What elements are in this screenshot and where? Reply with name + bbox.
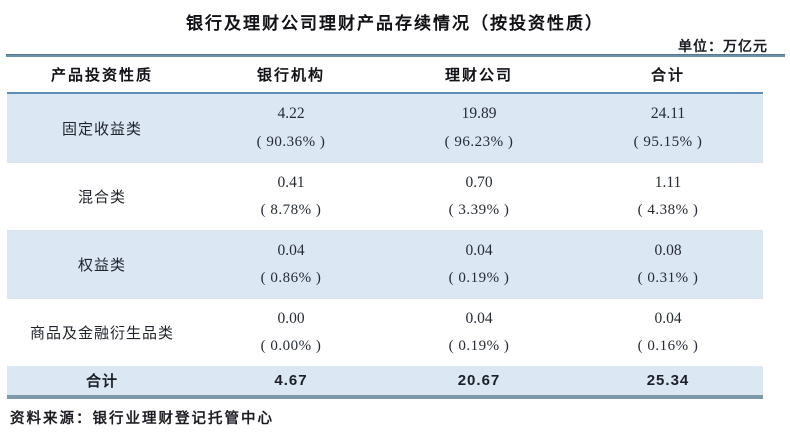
cell-total: 0.08 ( 0.31% ): [573, 231, 763, 298]
cell-value: 0.04: [465, 309, 493, 327]
header-bank-institutions: 银行机构: [256, 67, 325, 84]
cell-wmc: 0.04 ( 0.19% ): [385, 231, 573, 298]
cell-percent: ( 0.86% ): [260, 270, 322, 287]
cell-percent: ( 90.36% ): [256, 134, 326, 150]
cell-percent: ( 8.78% ): [260, 202, 322, 219]
cell-value: 4.22: [277, 105, 305, 122]
cell-percent: ( 0.19% ): [448, 338, 510, 355]
row-category: 权益类: [77, 258, 126, 274]
cell-percent: ( 3.39% ): [448, 202, 510, 219]
table-row-equity: 权益类 0.04 ( 0.86% ) 0.04 ( 0.19% ) 0.08 (…: [7, 230, 763, 298]
source-note: 资料来源：银行业理财登记托管中心: [10, 411, 274, 427]
table-row-commodity-derivatives: 商品及金融衍生品类 0.00 ( 0.00% ) 0.04 ( 0.19% ) …: [7, 298, 763, 366]
cell-bank: 0.00 ( 0.00% ): [197, 299, 385, 366]
cell-value: 24.11: [650, 105, 686, 122]
cell-value: 0.41: [277, 173, 305, 191]
cell-percent: ( 0.00% ): [260, 338, 322, 355]
cell-value: 0.08: [654, 241, 682, 259]
row-category: 固定收益类: [61, 121, 142, 138]
cell-bank: 4.22 ( 90.36% ): [197, 94, 385, 162]
cell-bank: 0.41 ( 8.78% ): [197, 163, 385, 230]
cell-total: 0.04 ( 0.16% ): [573, 299, 763, 366]
cell-wmc: 0.70 ( 3.39% ): [385, 163, 573, 230]
cell-percent: ( 4.38% ): [637, 202, 699, 219]
cell-wmc: 19.89 ( 96.23% ): [385, 94, 573, 162]
cell-value: 0.04: [277, 241, 305, 259]
table-row-mixed: 混合类 0.41 ( 8.78% ) 0.70 ( 3.39% ) 1.11 (…: [7, 162, 763, 230]
cell-percent: ( 0.16% ): [637, 338, 699, 355]
total-wmc: 20.67: [457, 372, 501, 389]
header-total: 合计: [650, 67, 685, 84]
header-wealth-companies: 理财公司: [444, 67, 513, 84]
cell-value: 0.70: [465, 173, 493, 191]
unit-label: 单位：万亿元: [678, 38, 768, 54]
cell-wmc: 0.04 ( 0.19% ): [385, 299, 573, 366]
data-table: 产品投资性质 银行机构 理财公司 合计 固定收益类 4.22 ( 90.36% …: [7, 57, 763, 399]
figure-title: 银行及理财公司理财产品存续情况（按投资性质）: [186, 14, 604, 33]
cell-value: 0.04: [654, 309, 682, 327]
cell-value: 19.89: [461, 105, 497, 122]
cell-value: 1.11: [654, 173, 682, 191]
cell-total: 24.11 ( 95.15% ): [573, 94, 763, 162]
total-label: 合计: [85, 373, 118, 390]
header-product-nature: 产品投资性质: [50, 67, 153, 84]
table-total-row: 合计 4.67 20.67 25.34: [7, 366, 763, 399]
table-header-row: 产品投资性质 银行机构 理财公司 合计: [7, 57, 763, 94]
cell-total: 1.11 ( 4.38% ): [573, 163, 763, 230]
cell-value: 0.00: [277, 309, 305, 327]
table-row-fixed-income: 固定收益类 4.22 ( 90.36% ) 19.89 ( 96.23% ) 2…: [7, 94, 763, 162]
cell-percent: ( 96.23% ): [444, 134, 514, 150]
cell-bank: 0.04 ( 0.86% ): [197, 231, 385, 298]
cell-percent: ( 0.19% ): [448, 270, 510, 287]
total-sum: 25.34: [646, 372, 690, 389]
total-bank: 4.67: [274, 372, 308, 389]
cell-percent: ( 0.31% ): [637, 270, 699, 287]
row-category: 商品及金融衍生品类: [29, 326, 174, 342]
cell-percent: ( 95.15% ): [633, 134, 703, 150]
cell-value: 0.04: [465, 241, 493, 259]
table-top-rule: [6, 54, 785, 57]
row-category: 混合类: [77, 190, 126, 206]
